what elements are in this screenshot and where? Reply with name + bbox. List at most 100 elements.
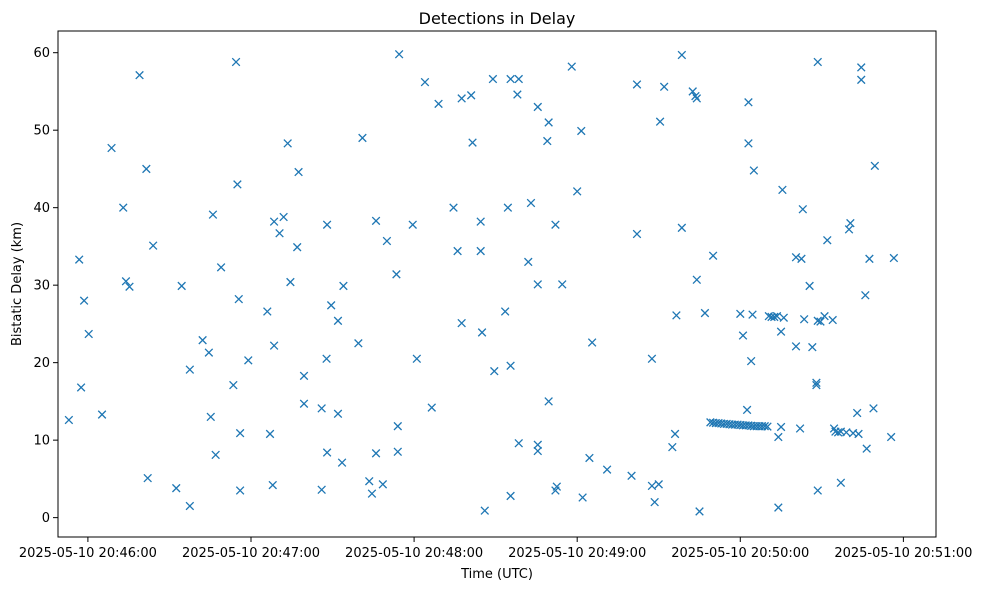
data-point <box>798 204 808 214</box>
data-point <box>833 428 843 437</box>
y-tick-label: 50 <box>33 124 50 139</box>
data-point <box>477 328 487 337</box>
data-point <box>856 75 866 85</box>
data-point <box>776 327 786 336</box>
data-point <box>107 143 116 153</box>
data-point <box>533 102 543 112</box>
data-point <box>233 180 242 189</box>
data-point <box>659 82 669 92</box>
data-point <box>627 471 636 481</box>
data-point <box>125 282 134 291</box>
data-point <box>392 270 401 279</box>
data-point <box>791 342 801 351</box>
data-point <box>299 371 309 381</box>
data-point <box>742 405 752 415</box>
data-point <box>268 480 278 490</box>
data-point <box>294 167 303 177</box>
data-point <box>198 335 207 345</box>
data-point <box>358 133 367 143</box>
y-tick-label: 10 <box>33 434 50 449</box>
x-tick-label: 2025-05-10 20:47:00 <box>182 546 320 561</box>
data-point <box>774 432 783 442</box>
data-point <box>677 50 687 60</box>
data-point <box>524 257 533 267</box>
data-point <box>79 296 89 305</box>
data-point <box>799 314 809 324</box>
data-point <box>476 217 485 226</box>
data-point <box>805 281 814 291</box>
data-point <box>760 421 770 431</box>
x-tick-label: 2025-05-10 20:51:00 <box>834 546 972 561</box>
data-point <box>317 404 326 413</box>
data-point <box>836 478 846 488</box>
y-axis: 0 10 20 30 40 50 60 <box>33 46 58 526</box>
data-point <box>457 318 466 328</box>
data-point <box>468 138 477 147</box>
data-point <box>322 448 332 457</box>
data-point <box>779 313 789 322</box>
data-point <box>869 404 878 413</box>
data-point <box>206 412 216 422</box>
data-point <box>394 49 404 59</box>
data-point <box>852 408 862 418</box>
data-point <box>889 253 899 263</box>
y-tick-label: 0 <box>42 511 50 526</box>
data-point <box>229 380 238 390</box>
data-point <box>434 99 443 109</box>
data-point <box>326 301 336 310</box>
data-point <box>823 235 832 245</box>
data-point <box>506 74 515 84</box>
data-point <box>177 281 186 291</box>
data-point <box>577 126 586 136</box>
data-point <box>647 481 657 491</box>
data-point <box>235 428 245 438</box>
data-point <box>846 218 855 228</box>
data-point <box>870 161 880 171</box>
data-point <box>797 254 806 264</box>
data-point <box>118 203 128 212</box>
data-point <box>812 380 821 390</box>
data-point <box>135 70 144 80</box>
data-point <box>337 458 347 467</box>
data-point <box>171 483 181 493</box>
data-point <box>488 74 498 84</box>
data-point <box>292 242 302 252</box>
data-point <box>744 98 753 107</box>
data-point <box>744 139 753 148</box>
data-point <box>655 117 665 126</box>
data-point <box>544 397 553 406</box>
data-point <box>677 223 687 233</box>
data-point <box>211 450 220 460</box>
data-point <box>514 438 524 448</box>
data-point <box>861 290 870 300</box>
data-point <box>513 90 522 99</box>
data-point <box>557 280 567 289</box>
data-point <box>263 307 272 316</box>
y-tick-label: 60 <box>33 46 50 61</box>
data-point <box>526 198 536 208</box>
data-point <box>865 254 874 264</box>
data-point <box>828 315 837 325</box>
data-point <box>776 422 786 432</box>
data-point <box>772 311 782 321</box>
data-point <box>317 485 326 494</box>
data-point <box>672 311 681 320</box>
y-tick-label: 30 <box>33 279 50 294</box>
data-point <box>514 74 524 84</box>
data-point <box>774 503 783 512</box>
data-point <box>544 118 553 127</box>
data-point <box>185 365 195 374</box>
data-point <box>748 310 757 319</box>
data-point <box>453 246 462 256</box>
data-point <box>449 203 458 212</box>
data-point <box>74 255 84 264</box>
data-point <box>371 216 381 226</box>
data-point <box>763 422 772 431</box>
plot-frame <box>57 30 937 538</box>
data-point <box>650 497 659 507</box>
data-point <box>408 220 417 229</box>
data-point <box>204 348 214 357</box>
data-point <box>551 220 560 229</box>
data-point <box>862 444 871 453</box>
